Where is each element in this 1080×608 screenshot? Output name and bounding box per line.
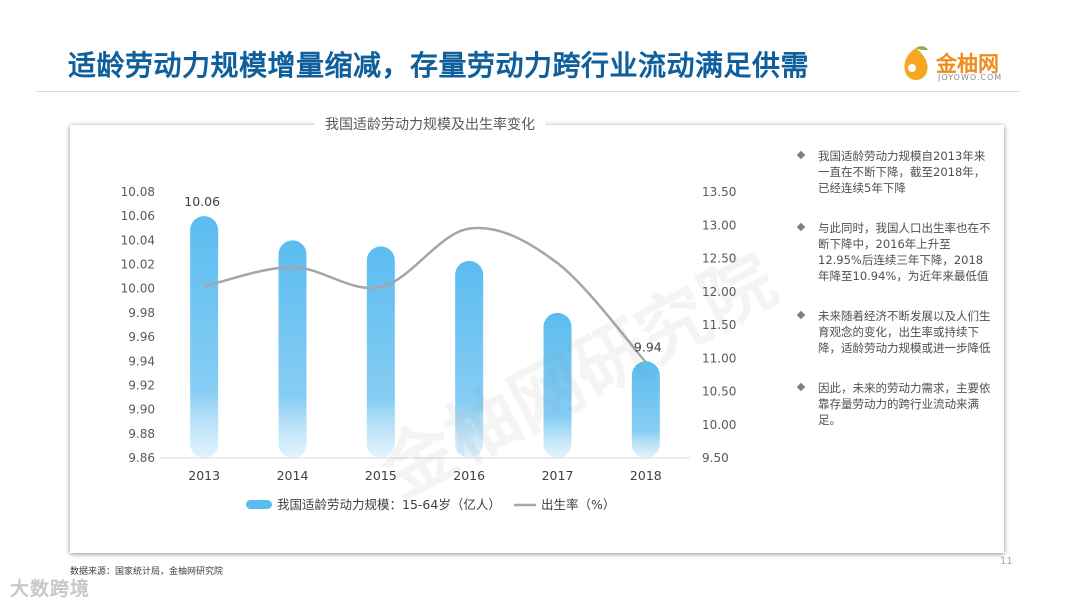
x-tick-label: 2017	[542, 468, 574, 483]
bar	[543, 312, 572, 458]
bar	[366, 246, 395, 458]
right-tick-label: 12.50	[702, 252, 736, 266]
left-tick-label: 9.86	[128, 451, 155, 465]
right-y-axis: 13.50 13.00 12.50 12.00 11.50 11.00 10.50 10.00…	[702, 185, 736, 465]
note-item: 因此，未来的劳动力需求，主要依靠存量劳动力的跨行业流动来满足。	[792, 380, 992, 428]
page-number: 11	[1000, 556, 1013, 567]
right-tick-label: 10.00	[702, 418, 736, 432]
left-tick-label: 9.94	[128, 354, 155, 368]
line-series	[203, 226, 647, 364]
chart-panel: 我国适龄劳动力规模及出生率变化 10.08 10.06 10.04 10.02 10.0…	[70, 117, 1004, 553]
legend-bar-label: 我国适龄劳动力规模：15-64岁（亿人）	[277, 497, 501, 512]
footer-brand: 大数跨境	[10, 578, 91, 600]
data-source: 数据来源：国家统计局，金柚网研究院	[70, 567, 224, 577]
left-tick-label: 9.96	[128, 330, 155, 344]
x-tick-label: 2015	[365, 468, 397, 483]
brand-logo: 金柚网 JOYOWO.COM	[898, 42, 1023, 86]
left-tick-label: 9.88	[128, 427, 155, 441]
note-text: 未来随着经济不断发展以及人们生育观念的变化，出生率或持续下降，适龄劳动力规模或进…	[818, 309, 991, 355]
bar	[455, 260, 484, 458]
legend: 我国适龄劳动力规模：15-64岁（亿人） 出生率（%）	[246, 497, 615, 512]
note-text: 与此同时，我国人口出生率也在不断下降中，2016年上升至12.95%后连续三年下…	[818, 221, 991, 283]
left-tick-label: 10.06	[121, 209, 155, 223]
citrus-logo-icon	[904, 46, 928, 80]
right-tick-label: 9.50	[702, 451, 729, 465]
x-tick-label: 2018	[630, 468, 662, 483]
left-tick-label: 10.08	[121, 185, 155, 199]
legend-line-label: 出生率（%）	[541, 497, 615, 512]
note-item: 未来随着经济不断发展以及人们生育观念的变化，出生率或持续下降，适龄劳动力规模或进…	[792, 308, 992, 356]
note-item: 与此同时，我国人口出生率也在不断下降中，2016年上升至12.95%后连续三年下…	[792, 220, 992, 284]
right-tick-label: 13.00	[702, 218, 736, 232]
diamond-bullet-icon	[796, 222, 806, 232]
chart-title-wrap: 我国适龄劳动力规模及出生率变化	[70, 114, 790, 134]
logo-name: 金柚网	[936, 52, 999, 76]
legend-bar-swatch	[246, 500, 272, 509]
left-y-axis: 10.08 10.06 10.04 10.02 10.00 9.98 9.96 9.94 9.9…	[121, 185, 155, 465]
x-tick-label: 2016	[453, 468, 485, 483]
birth-rate-line	[203, 226, 647, 364]
left-tick-label: 10.04	[121, 233, 155, 247]
right-tick-label: 10.50	[702, 385, 736, 399]
diamond-bullet-icon	[796, 310, 806, 320]
left-tick-label: 9.98	[128, 306, 155, 320]
note-item: 我国适龄劳动力规模自2013年来一直在不断下降，截至2018年，已经连续5年下降	[792, 148, 992, 196]
right-tick-label: 11.50	[702, 318, 736, 332]
left-tick-label: 9.90	[128, 403, 155, 417]
title-divider	[36, 91, 1020, 92]
x-tick-label: 2013	[188, 468, 220, 483]
left-tick-label: 9.92	[128, 378, 155, 392]
bar	[631, 361, 660, 458]
left-tick-label: 10.02	[121, 258, 155, 272]
note-text: 因此，未来的劳动力需求，主要依靠存量劳动力的跨行业流动来满足。	[818, 381, 991, 427]
right-tick-label: 11.00	[702, 351, 736, 365]
data-label: 9.94	[634, 339, 662, 354]
bar	[278, 240, 307, 458]
bar	[190, 216, 219, 458]
left-tick-label: 10.00	[121, 282, 155, 296]
right-tick-label: 12.00	[702, 285, 736, 299]
logo-subtitle: JOYOWO.COM	[938, 73, 1003, 82]
notes-list: 我国适龄劳动力规模自2013年来一直在不断下降，截至2018年，已经连续5年下降…	[792, 148, 992, 452]
data-labels: 10.06 9.94	[184, 194, 662, 354]
x-axis: 2013 2014 2015 2016 2017 2018	[188, 468, 662, 483]
chart-title: 我国适龄劳动力规模及出生率变化	[315, 117, 545, 133]
slide-title: 适龄劳动力规模增量缩减，存量劳动力跨行业流动满足供需	[68, 49, 810, 82]
bar-series	[190, 216, 660, 458]
x-tick-label: 2014	[277, 468, 309, 483]
diamond-bullet-icon	[796, 382, 806, 392]
data-label: 10.06	[184, 194, 220, 209]
diamond-bullet-icon	[796, 150, 806, 160]
right-tick-label: 13.50	[702, 185, 736, 199]
chart-svg: 10.08 10.06 10.04 10.02 10.00 9.98 9.96 9.94 9.9…	[121, 185, 737, 512]
